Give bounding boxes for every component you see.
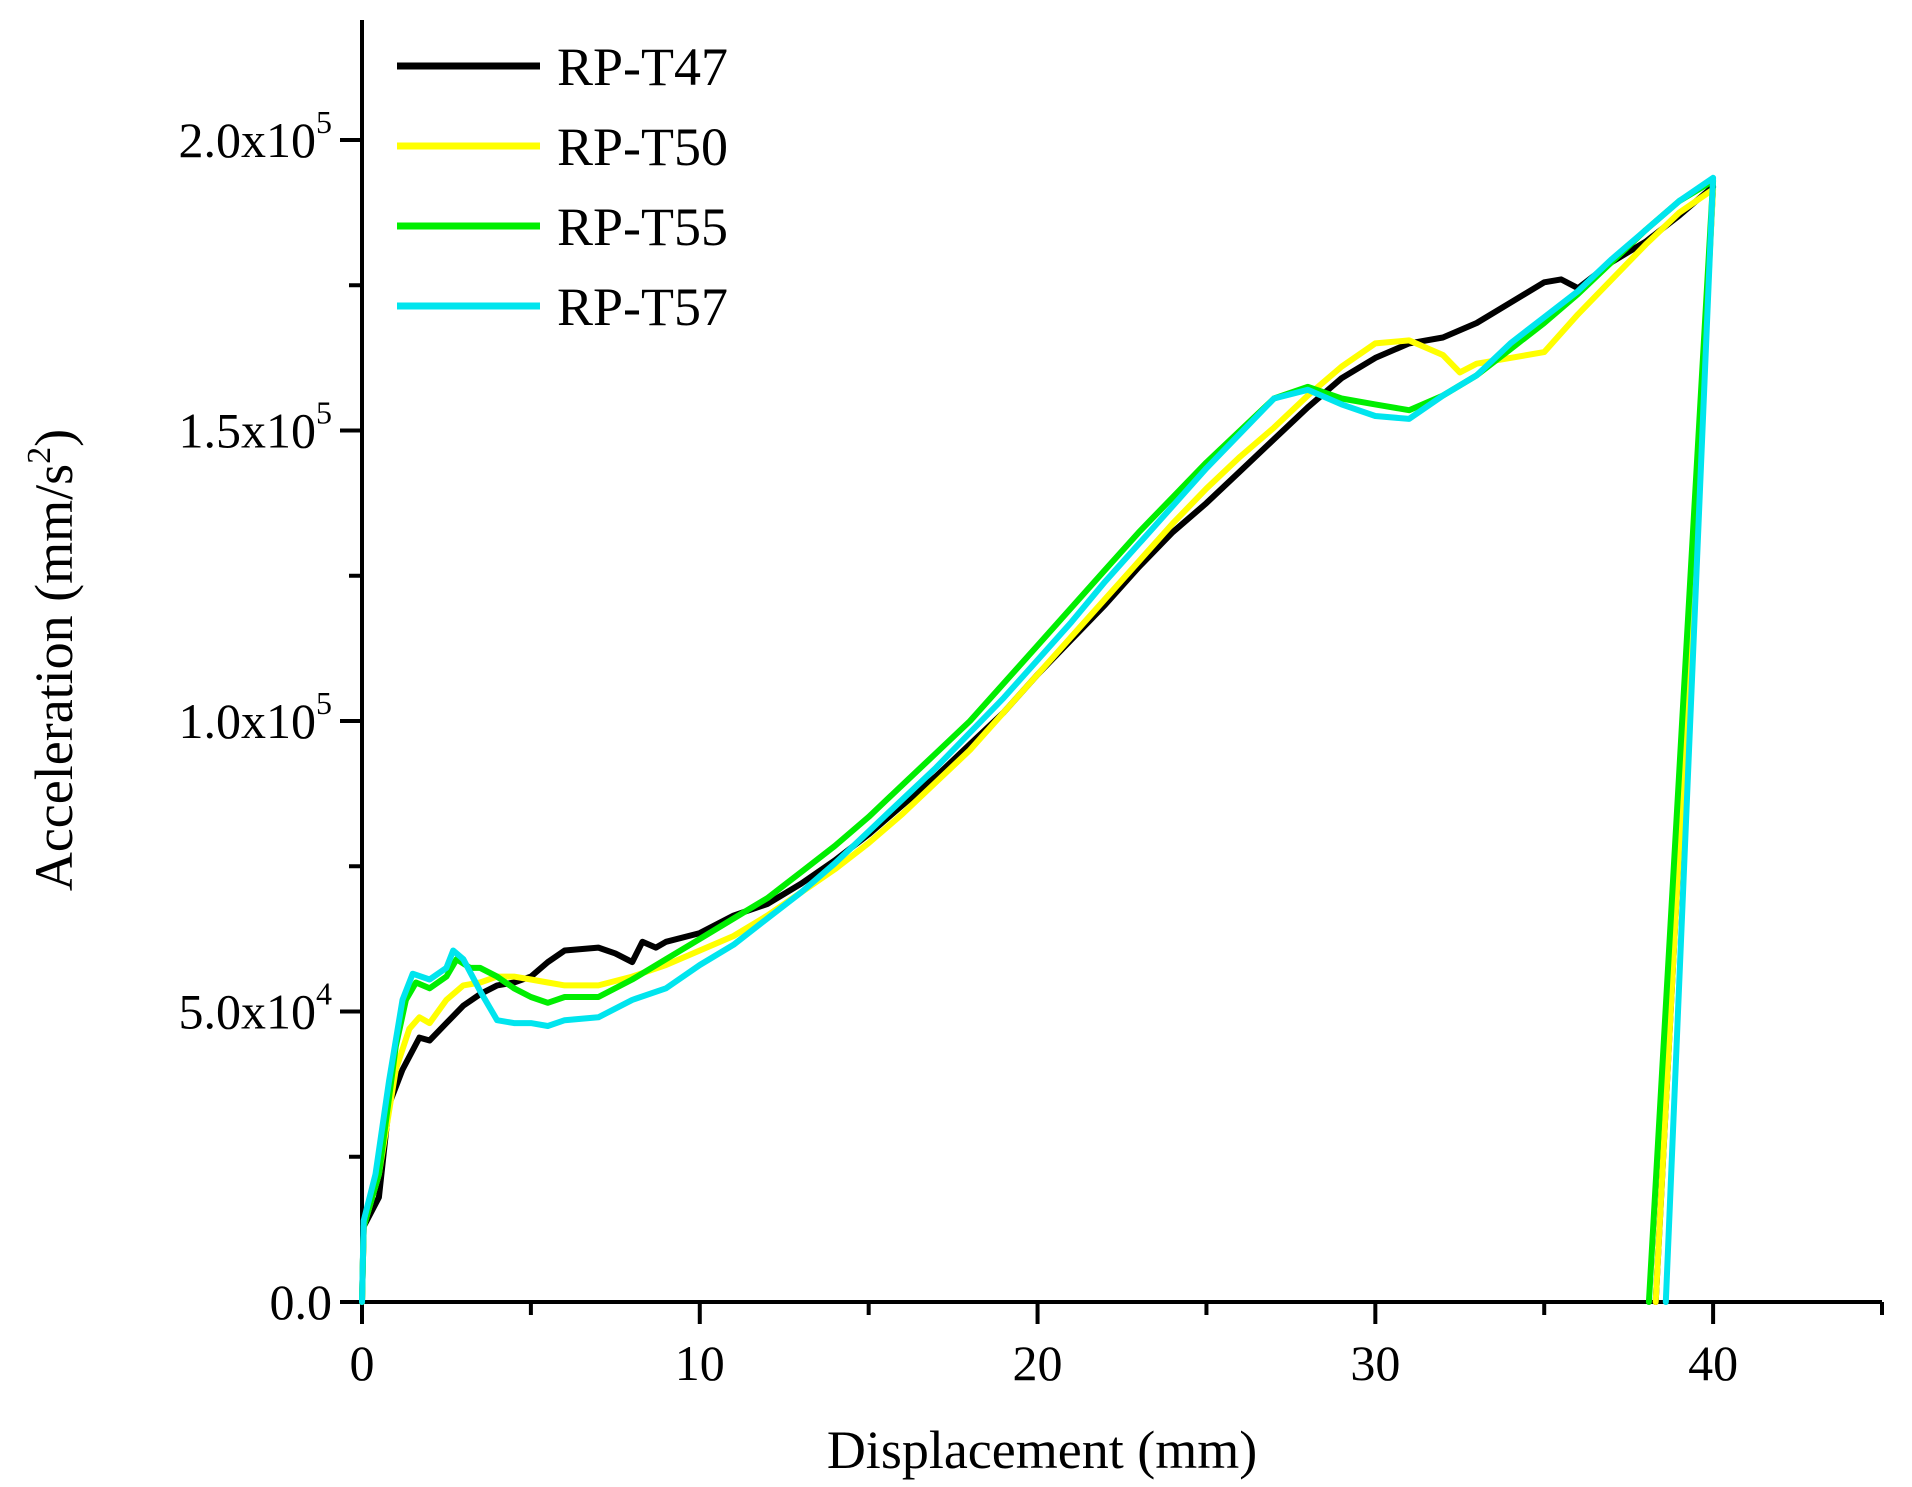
legend-label: RP-T55 [557,197,728,257]
y-tick-label: 5.0x104 [179,976,333,1040]
legend-item-rp-t50: RP-T50 [397,117,728,177]
legend-item-rp-t47: RP-T47 [397,37,728,97]
legend-item-rp-t55: RP-T55 [397,197,728,257]
y-axis-title-superscript: 2 [21,447,58,464]
series-line-rp-t57 [359,174,1717,1305]
series-layer [359,174,1717,1305]
axes [360,20,1882,1304]
x-axis-title: Displacement (mm) [827,1420,1257,1480]
y-axis-title-main: Acceleration (mm/s [24,464,84,891]
y-tick-label: 1.5x105 [179,395,333,459]
legend-label: RP-T47 [557,37,728,97]
y-axis-title-close: ) [24,429,84,447]
y-axis-ticks: 0.0 5.0x104 1.0x105 1.5x105 2.0x105 [179,104,362,1330]
y-tick-label: 2.0x105 [179,104,333,168]
x-tick-label: 10 [675,1335,725,1391]
series-line-rp-t50 [359,186,1717,1305]
x-tick-label: 20 [1013,1335,1063,1391]
y-tick-label: 0.0 [270,1274,333,1330]
legend-label: RP-T50 [557,117,728,177]
x-tick-label: 30 [1350,1335,1400,1391]
x-axis-ticks: 0 10 20 30 40 [350,1302,1884,1391]
legend-item-rp-t57: RP-T57 [397,277,728,337]
x-tick-label: 40 [1688,1335,1738,1391]
series-line-rp-t47 [359,183,1717,1305]
x-tick-label: 0 [350,1335,375,1391]
legend-label: RP-T57 [557,277,728,337]
series-line-rp-t55 [359,177,1717,1305]
y-tick-label: 1.0x105 [179,685,333,749]
y-axis-title: Acceleration (mm/s2) [21,429,84,891]
legend: RP-T47 RP-T50 RP-T55 RP-T57 [397,37,728,337]
